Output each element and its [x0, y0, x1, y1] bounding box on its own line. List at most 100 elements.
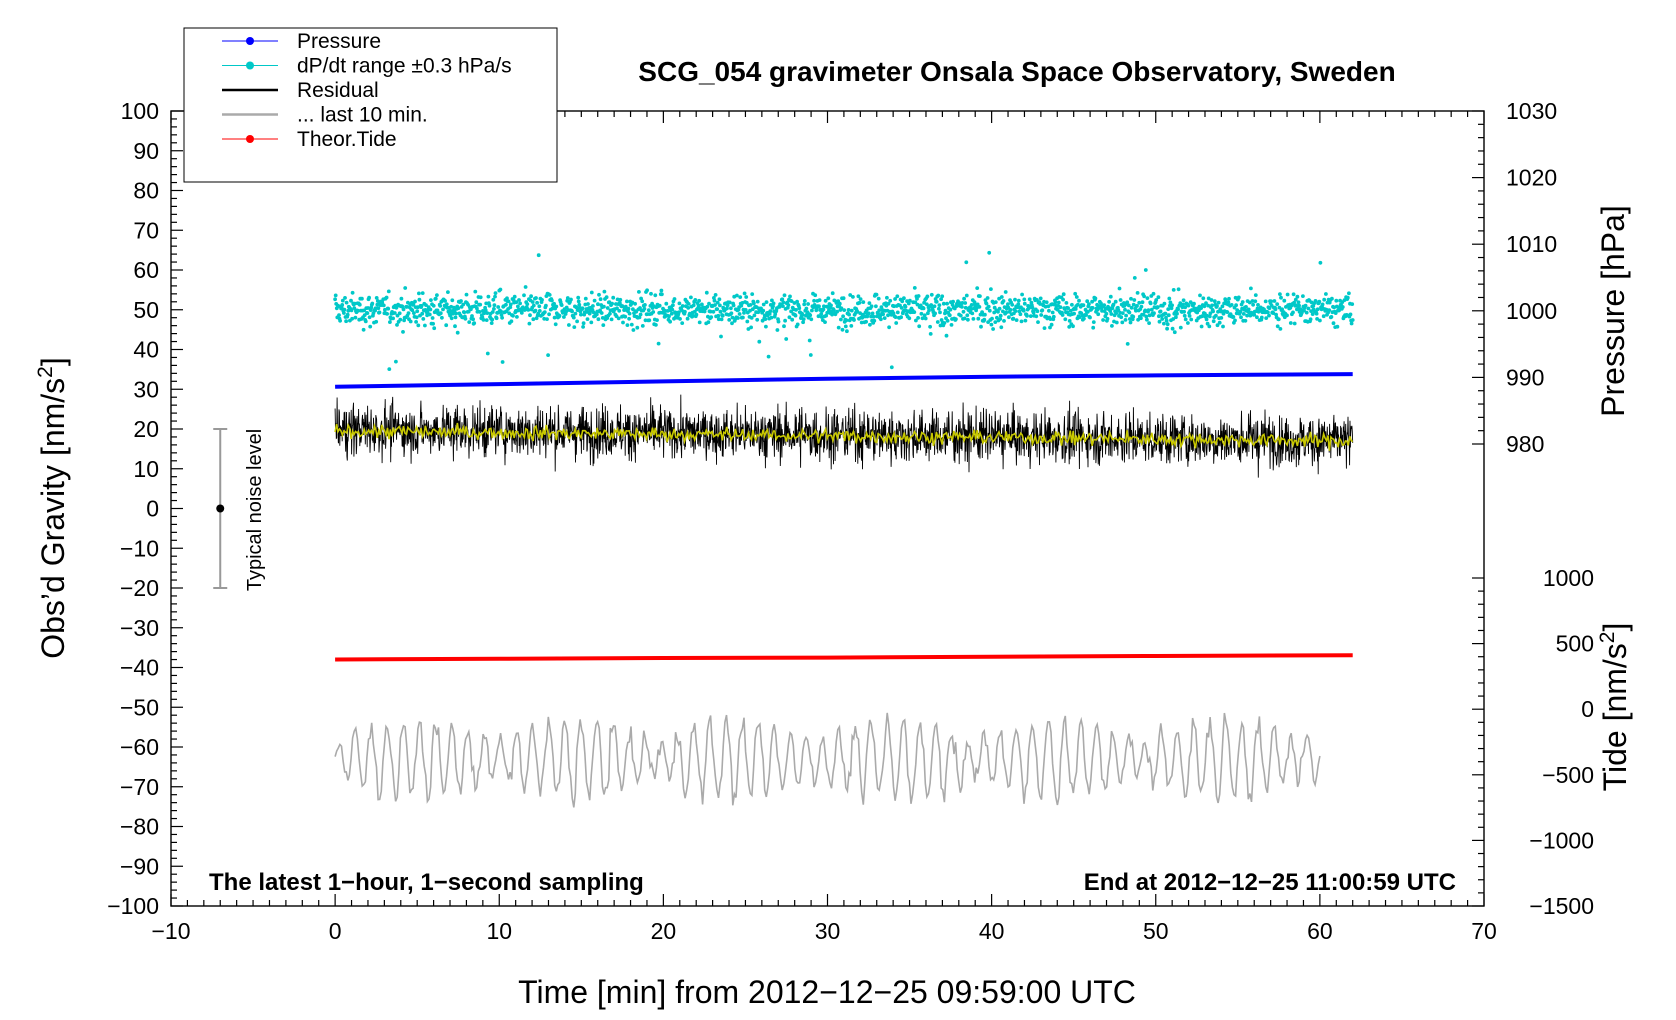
dpdt-point	[1335, 324, 1340, 329]
dpdt-point	[1293, 297, 1298, 302]
dpdt-point	[1128, 317, 1132, 321]
dpdt-point	[430, 316, 435, 320]
dpdt-point	[1174, 315, 1178, 320]
dpdt-point	[1324, 307, 1329, 312]
dpdt-point	[377, 310, 382, 315]
dpdt-point	[903, 304, 908, 309]
dpdt-point	[697, 320, 702, 325]
dpdt-point	[352, 301, 357, 306]
dpdt-point	[1155, 305, 1160, 309]
dpdt-point	[790, 317, 795, 322]
dpdt-point	[1146, 308, 1151, 312]
dpdt-point	[1142, 294, 1146, 299]
dpdt-point	[700, 302, 704, 307]
y-left-tick-label: −100	[107, 893, 159, 919]
dpdt-point	[975, 286, 980, 290]
dpdt-point	[1003, 290, 1008, 294]
dpdt-point	[531, 303, 536, 308]
dpdt-point	[419, 304, 424, 308]
dpdt-point	[925, 294, 930, 299]
dpdt-point	[932, 304, 937, 309]
dpdt-point	[1303, 303, 1308, 308]
dpdt-point	[1073, 307, 1078, 311]
dpdt-point	[1140, 300, 1145, 305]
dpdt-point	[1324, 292, 1328, 296]
dpdt-point	[856, 294, 861, 299]
dpdt-point	[912, 310, 917, 314]
dpdt-point	[1266, 310, 1270, 315]
dpdt-point	[708, 309, 713, 314]
dpdt-point	[1144, 314, 1149, 319]
dpdt-point	[781, 304, 785, 308]
dpdt-point	[816, 314, 821, 319]
dpdt-point	[1157, 319, 1162, 324]
dpdt-point	[1285, 313, 1289, 318]
dpdt-point	[589, 320, 594, 325]
dpdt-point	[605, 306, 610, 310]
dpdt-point	[547, 312, 551, 317]
dpdt-point	[970, 311, 975, 316]
dpdt-point	[1048, 317, 1053, 321]
dpdt-point	[589, 290, 594, 295]
dpdt-point	[826, 296, 831, 301]
dpdt-point	[381, 303, 386, 308]
dpdt-point	[1176, 287, 1181, 292]
dpdt-point	[1178, 325, 1183, 330]
dpdt-point	[1250, 299, 1255, 303]
dpdt-point	[1314, 311, 1319, 316]
x-axis-label: Time [min] from 2012−12−25 09:59:00 UTC	[518, 974, 1136, 1010]
legend-marker-4	[246, 135, 254, 143]
dpdt-point	[414, 320, 418, 324]
dpdt-point	[1125, 342, 1130, 346]
dpdt-point	[585, 310, 589, 314]
dpdt-point	[500, 360, 505, 364]
dpdt-point	[1139, 316, 1143, 321]
dpdt-point	[916, 316, 920, 320]
dpdt-point	[984, 301, 989, 306]
dpdt-point	[800, 313, 805, 317]
dpdt-point	[423, 323, 427, 328]
dpdt-point	[536, 253, 541, 258]
dpdt-point	[1119, 315, 1124, 320]
dpdt-point	[709, 315, 714, 319]
dpdt-point	[717, 297, 722, 302]
dpdt-point	[895, 310, 900, 315]
dpdt-point	[713, 303, 717, 307]
dpdt-point	[706, 320, 711, 325]
dpdt-point	[1318, 318, 1322, 323]
dpdt-point	[1056, 300, 1061, 305]
dpdt-point	[1139, 304, 1144, 309]
dpdt-point	[939, 297, 943, 302]
dpdt-point	[344, 319, 348, 324]
dpdt-point	[711, 309, 716, 314]
dpdt-point	[1172, 330, 1177, 335]
dpdt-point	[1108, 294, 1113, 299]
dpdt-point	[894, 321, 899, 325]
x-tick-label: 70	[1471, 918, 1497, 944]
dpdt-point	[349, 298, 353, 303]
dpdt-point	[1273, 307, 1278, 312]
dpdt-point	[1090, 299, 1094, 304]
dpdt-point	[680, 321, 685, 325]
dpdt-point	[1337, 308, 1341, 313]
dpdt-point	[781, 300, 786, 305]
dpdt-point	[467, 320, 472, 324]
dpdt-point	[516, 304, 520, 309]
dpdt-point	[1331, 321, 1336, 326]
dpdt-point	[1297, 303, 1301, 308]
dpdt-point	[938, 323, 943, 328]
dpdt-point	[712, 298, 717, 303]
dpdt-point	[333, 297, 337, 302]
dpdt-point	[640, 324, 645, 328]
dpdt-point	[1246, 307, 1251, 312]
x-tick-label: −10	[151, 918, 190, 944]
dpdt-point	[1182, 313, 1187, 318]
dpdt-point	[534, 296, 538, 300]
dpdt-point	[686, 302, 691, 306]
dpdt-point	[1147, 321, 1151, 325]
dpdt-point	[373, 306, 378, 311]
dpdt-point	[340, 303, 345, 307]
dpdt-point	[1291, 310, 1295, 315]
dpdt-point	[352, 306, 357, 310]
dpdt-point	[550, 298, 554, 303]
